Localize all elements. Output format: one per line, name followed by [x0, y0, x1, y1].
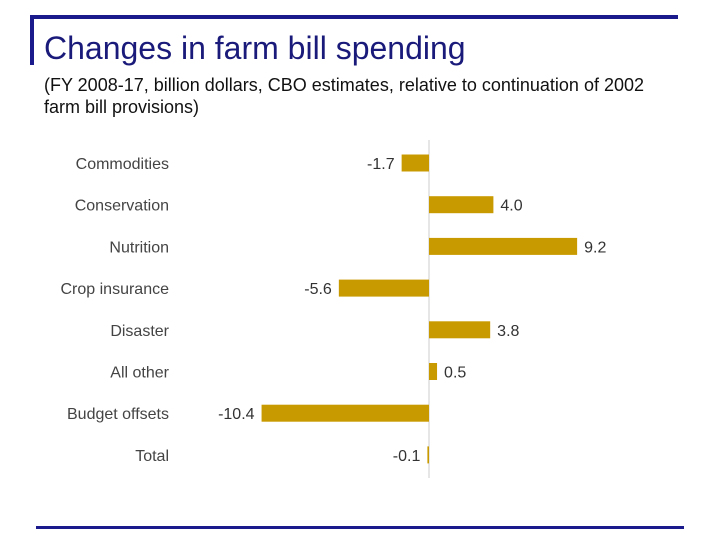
bar — [429, 237, 578, 255]
category-label: Conservation — [75, 198, 169, 215]
category-label: Disaster — [110, 323, 169, 340]
value-label: -1.7 — [367, 156, 395, 173]
category-label: Commodities — [76, 156, 169, 173]
chart-subtitle: (FY 2008-17, billion dollars, CBO estima… — [44, 75, 644, 117]
bar — [338, 279, 429, 297]
frame-top-rule — [30, 15, 678, 19]
frame-left-rule — [30, 15, 34, 65]
bar — [429, 363, 438, 380]
value-label: -5.6 — [304, 281, 332, 298]
bar — [429, 196, 494, 214]
bar — [401, 154, 429, 172]
category-label: All other — [110, 365, 169, 382]
value-label: -0.1 — [393, 448, 421, 465]
frame-bottom-rule — [36, 526, 684, 529]
value-label: 9.2 — [584, 239, 606, 256]
category-label: Budget offsets — [67, 406, 169, 423]
category-label: Total — [135, 448, 169, 465]
bar-chart: Commodities -1.7 Conservation 4.0 Nutrition 9… — [61, 140, 606, 478]
bar — [261, 404, 429, 422]
category-label: Crop insurance — [61, 281, 170, 298]
chart-title: Changes in farm bill spending — [44, 30, 466, 66]
value-label: 3.8 — [497, 323, 519, 340]
bar — [427, 446, 429, 464]
value-label: -10.4 — [218, 406, 255, 423]
category-label: Nutrition — [109, 239, 169, 256]
value-label: 0.5 — [444, 365, 466, 382]
value-label: 4.0 — [500, 198, 522, 215]
bar — [429, 321, 491, 339]
